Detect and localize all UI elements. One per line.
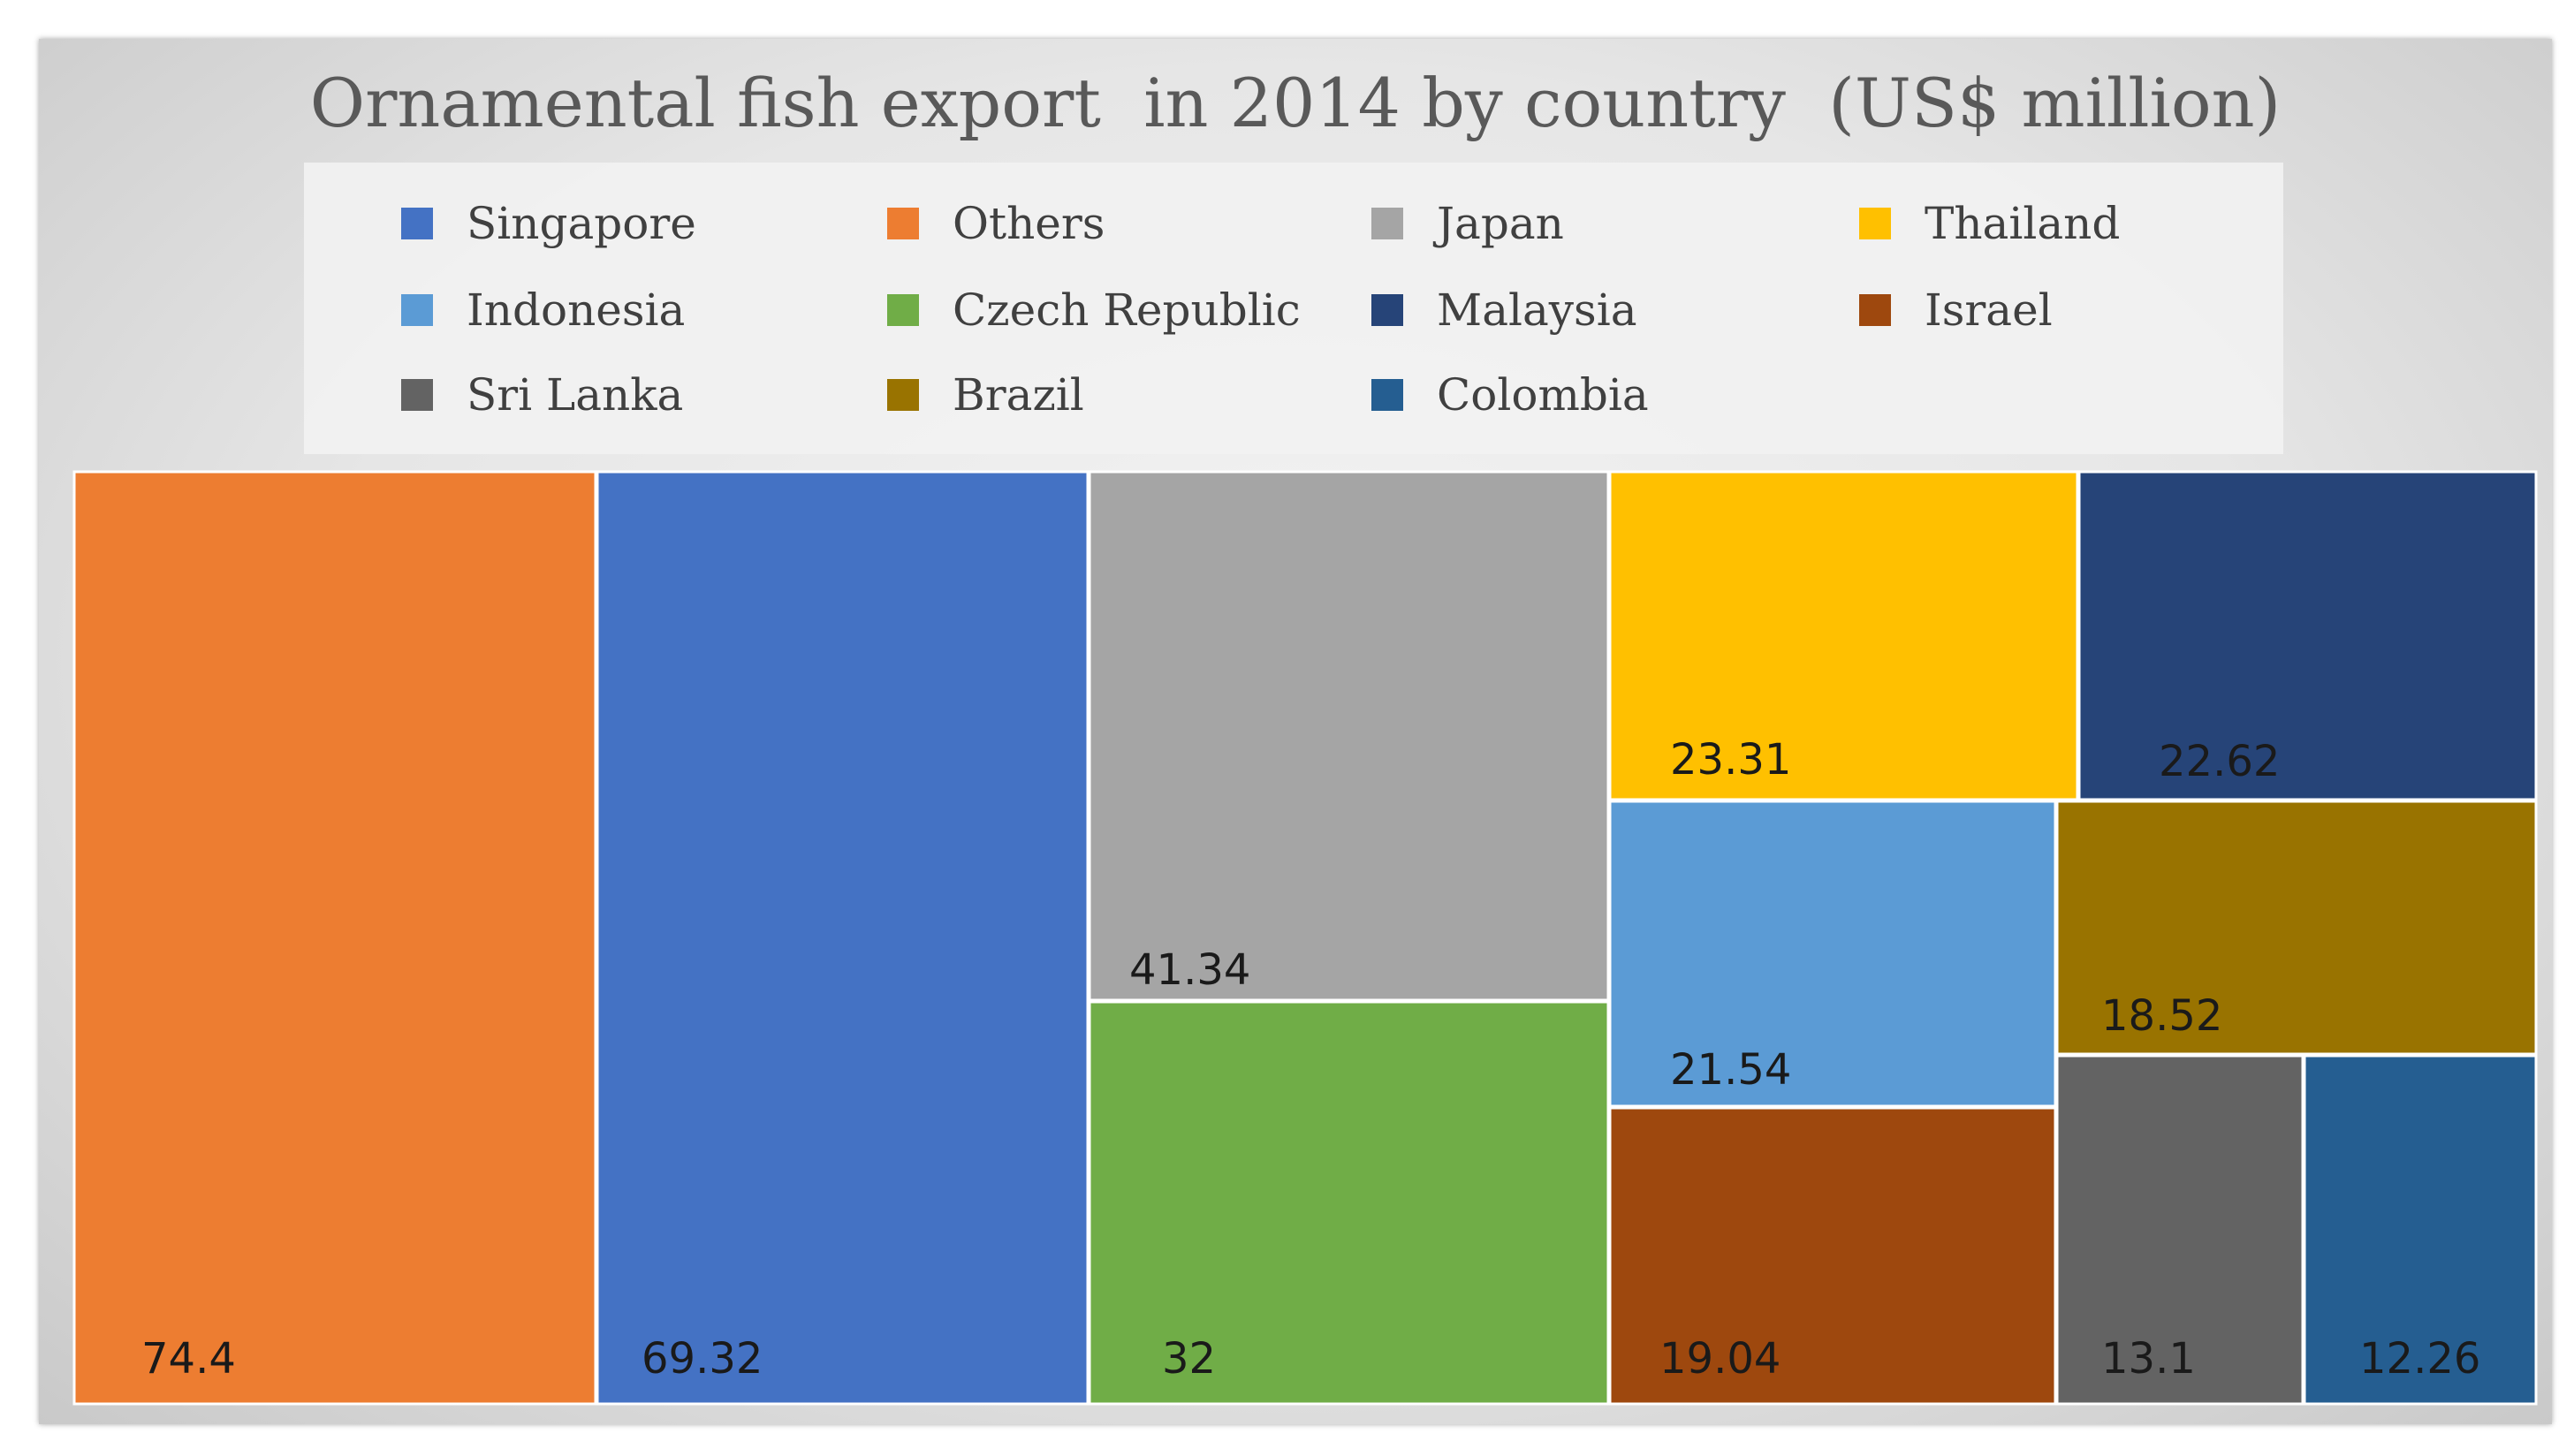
treemap-tile-japan [1088,470,1610,1002]
chart-legend: Singapore Others Japan Thailand Indonesi… [304,163,2283,454]
legend-label: Colombia [1437,369,1649,421]
treemap-tile-brazil [2055,800,2538,1056]
treemap-tile-malaysia [2077,470,2538,801]
legend-item-brazil: Brazil [887,369,1084,421]
data-label-colombia: 12.26 [2359,1334,2480,1384]
legend-label: Sri Lanka [467,369,684,421]
data-label-israel: 19.04 [1659,1334,1781,1384]
treemap-tile-thailand [1608,470,2079,801]
treemap-plot: 74.4 69.32 41.34 32 23.31 22.62 21.54 19.04 18.5… [72,470,2538,1406]
legend-item-malaysia: Malaysia [1371,284,1637,336]
legend-label: Thailand [1925,198,2121,249]
data-label-others: 74.4 [141,1334,236,1384]
legend-item-others: Others [887,198,1105,249]
legend-label: Malaysia [1437,284,1637,336]
legend-label: Japan [1437,198,1564,249]
legend-label: Brazil [953,369,1084,421]
legend-swatch [401,379,433,411]
legend-swatch [887,379,919,411]
legend-label: Singapore [467,198,696,249]
treemap-tile-sri-lanka [2055,1054,2304,1406]
chart-title: Ornamental fish export in 2014 by countr… [309,64,2282,142]
data-label-singapore: 69.32 [642,1334,763,1384]
treemap-tile-singapore [596,470,1090,1406]
legend-label: Israel [1925,284,2053,336]
legend-label: Czech Republic [953,284,1301,336]
legend-item-singapore: Singapore [401,198,696,249]
legend-swatch [887,208,919,239]
treemap-tile-others [72,470,597,1406]
data-label-japan: 41.34 [1129,945,1250,995]
legend-label: Others [953,198,1105,249]
treemap-tile-indonesia [1608,800,2057,1108]
legend-item-indonesia: Indonesia [401,284,685,336]
legend-swatch [1371,294,1403,326]
data-label-czech-republic: 32 [1162,1334,1216,1384]
data-label-malaysia: 22.62 [2159,737,2280,786]
legend-swatch [1371,379,1403,411]
data-label-brazil: 18.52 [2101,991,2222,1041]
data-label-indonesia: 21.54 [1670,1045,1791,1095]
treemap-tile-israel [1608,1106,2057,1406]
data-label-thailand: 23.31 [1670,735,1791,785]
legend-swatch [887,294,919,326]
legend-item-japan: Japan [1371,198,1564,249]
data-label-sri-lanka: 13.1 [2101,1334,2196,1384]
chart-card: Ornamental fish export in 2014 by countr… [39,39,2552,1424]
legend-swatch [1371,208,1403,239]
legend-item-thailand: Thailand [1859,198,2120,249]
treemap-tile-colombia [2303,1054,2538,1406]
legend-swatch [1859,294,1891,326]
legend-item-czech-republic: Czech Republic [887,284,1301,336]
legend-swatch [1859,208,1891,239]
legend-swatch [401,208,433,239]
legend-item-colombia: Colombia [1371,369,1649,421]
legend-label: Indonesia [467,284,686,336]
legend-swatch [401,294,433,326]
legend-item-sri-lanka: Sri Lanka [401,369,683,421]
treemap-tile-czech-republic [1088,1000,1610,1406]
legend-item-israel: Israel [1859,284,2053,336]
